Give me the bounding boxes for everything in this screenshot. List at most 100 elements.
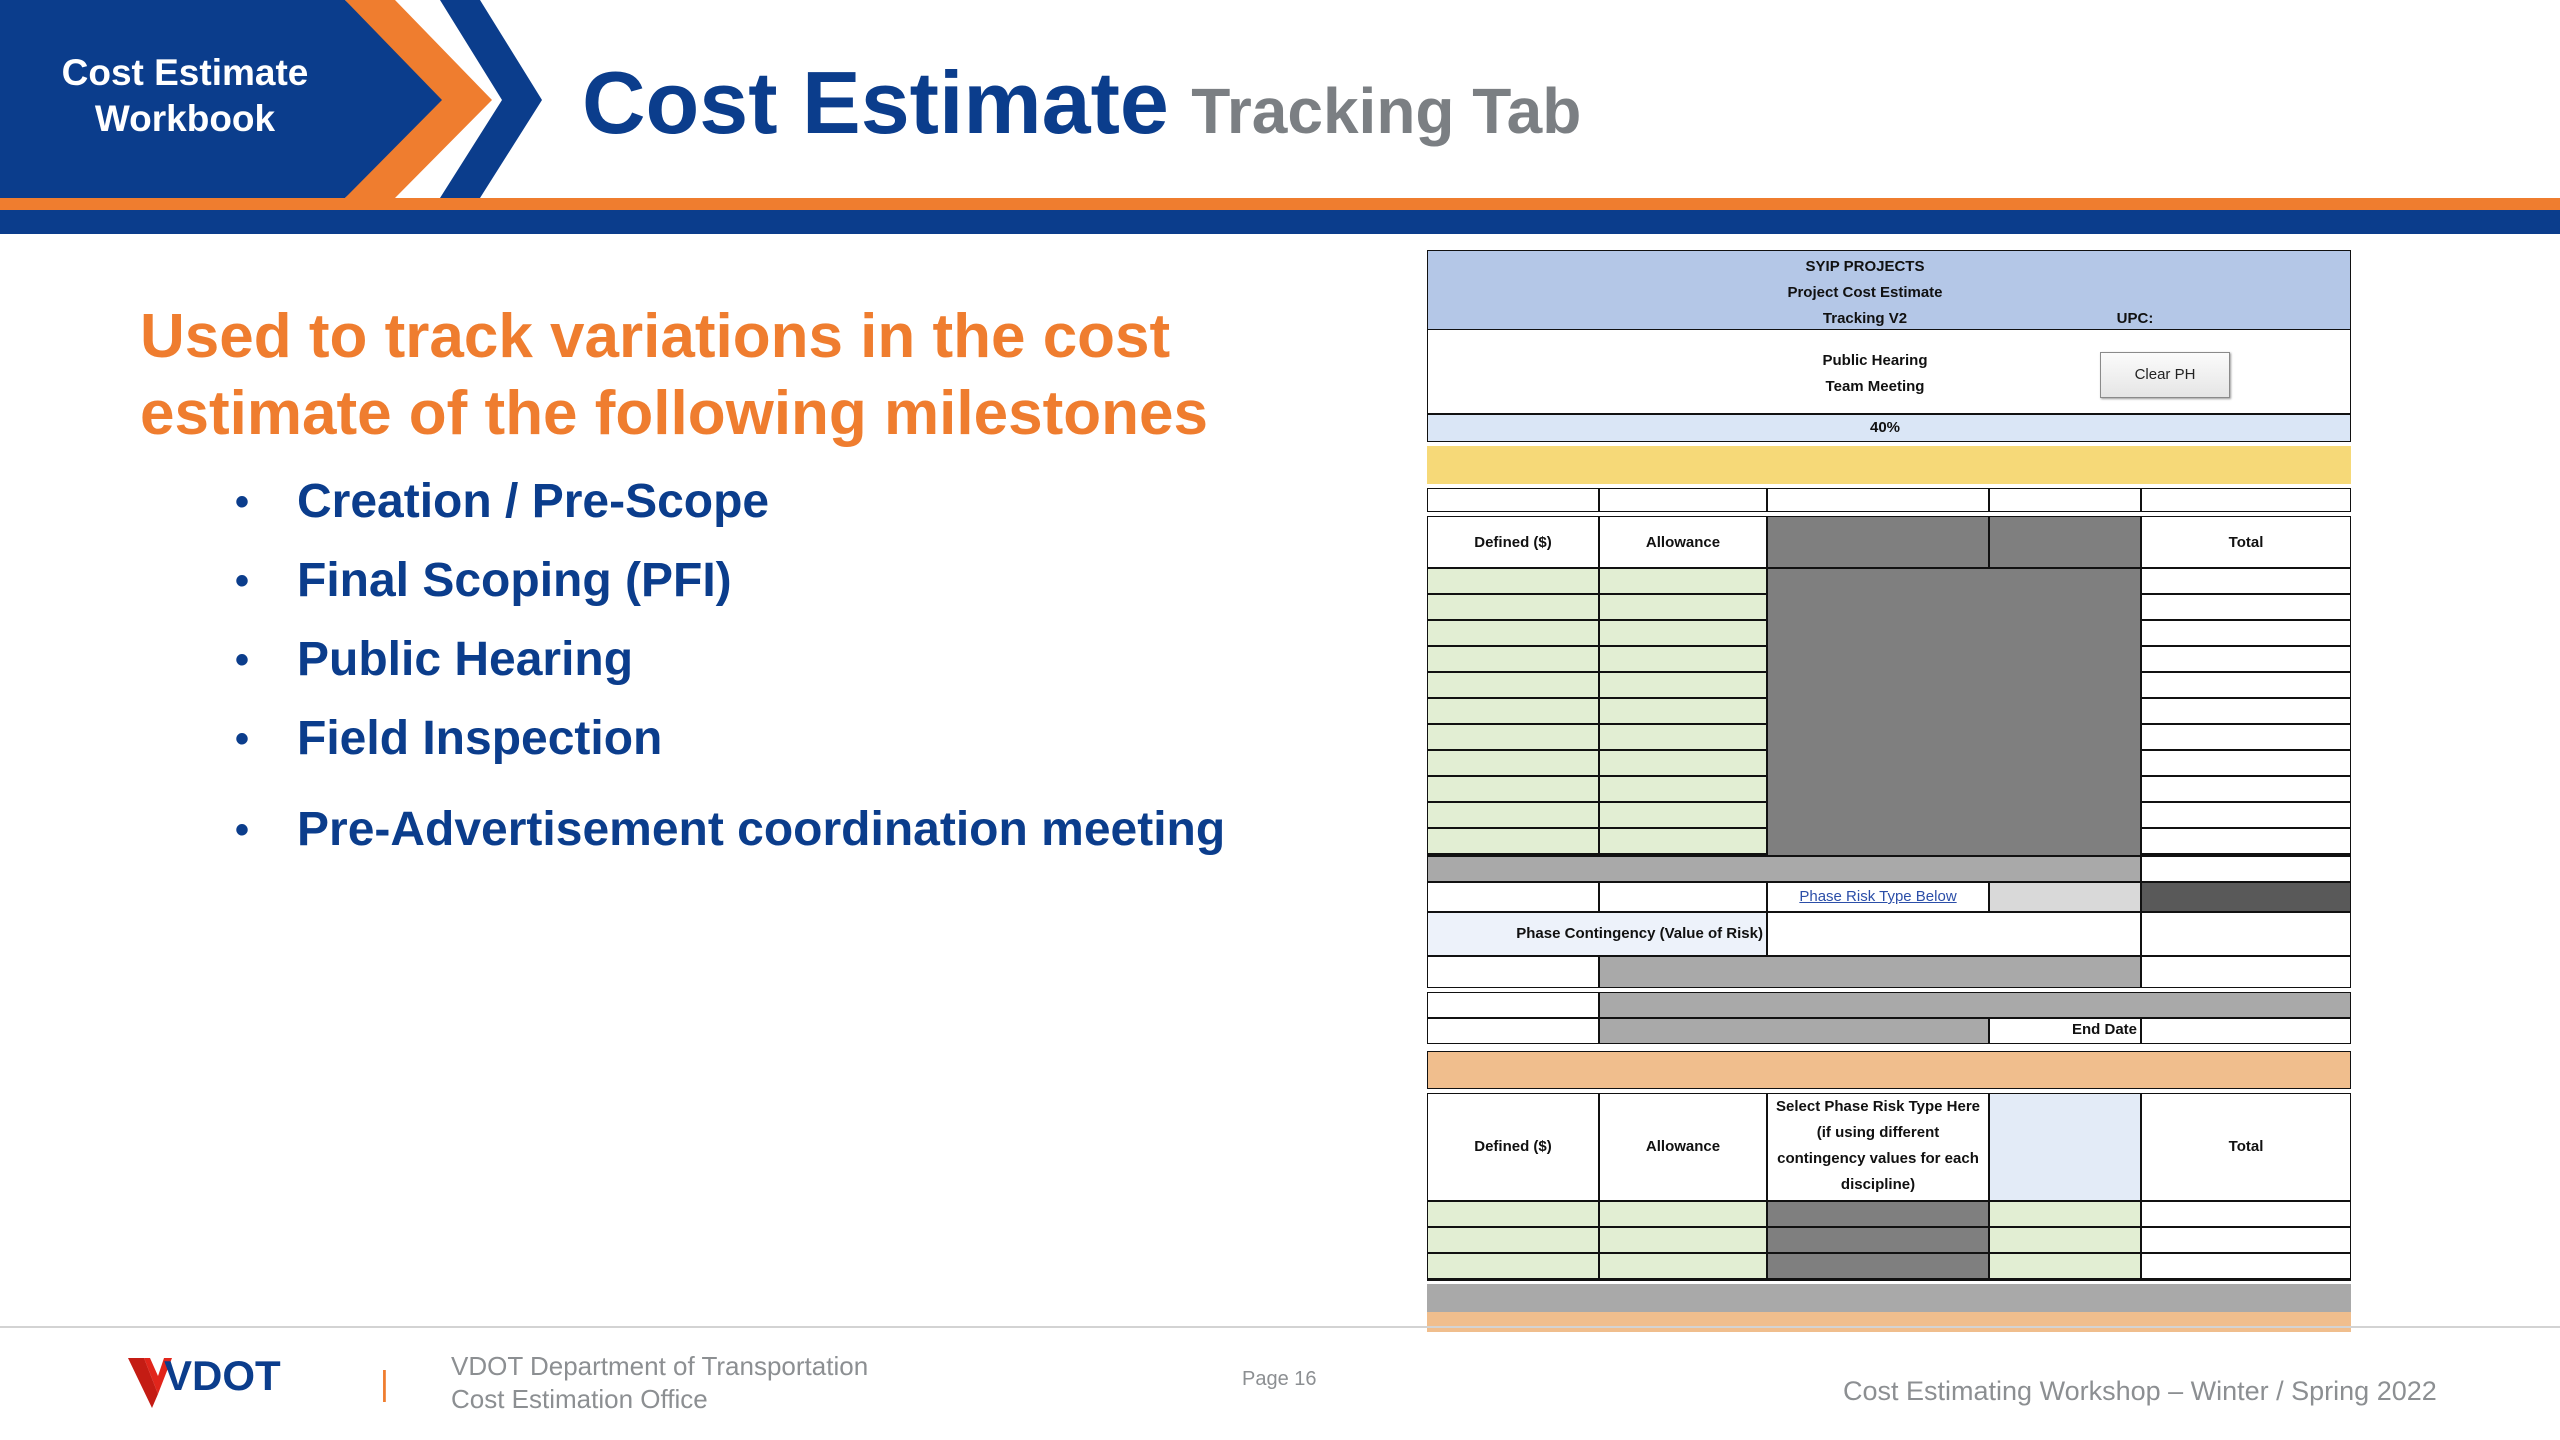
phase-contingency-label: Phase Contingency (Value of Risk) bbox=[1516, 925, 1763, 942]
col2-allowance-label: Allowance bbox=[1645, 1138, 1721, 1155]
select-risk-line-2: (if using different bbox=[1816, 1124, 1940, 1141]
milestone-item: • Creation / Pre-Scope bbox=[235, 470, 1225, 549]
sheet-header-line-2: Project Cost Estimate bbox=[1787, 284, 1943, 301]
risk-row-c bbox=[1989, 882, 2141, 912]
data-rows-allowance bbox=[1599, 568, 1767, 856]
risk-row-a bbox=[1427, 882, 1599, 912]
col-header-allowance bbox=[1599, 516, 1767, 568]
col2-header-select-value[interactable] bbox=[1989, 1093, 2141, 1201]
end-row-c bbox=[1427, 1018, 1599, 1044]
sheet-header-line-1: SYIP PROJECTS bbox=[1805, 258, 1925, 275]
workshop-label: Cost Estimating Workshop – Winter / Spri… bbox=[1843, 1376, 2437, 1406]
col-allowance-label: Allowance bbox=[1645, 534, 1721, 551]
dept-line-1: VDOT Department of Transportation bbox=[451, 1351, 869, 1381]
col2-header-allowance bbox=[1599, 1093, 1767, 1201]
milestone-item: • Public Hearing bbox=[235, 628, 1225, 707]
bullet-dot-icon: • bbox=[235, 808, 250, 852]
clear-ph-button[interactable]: Clear PH bbox=[2100, 352, 2230, 398]
upc-label: UPC: bbox=[2116, 310, 2154, 327]
milestone-item: • Final Scoping (PFI) bbox=[235, 549, 1225, 628]
bullet-dot-icon: • bbox=[235, 559, 250, 603]
select-risk-line-1: Select Phase Risk Type Here bbox=[1776, 1098, 1980, 1115]
col2-header-defined bbox=[1427, 1093, 1599, 1201]
tracking-tab-spreadsheet: SYIP PROJECTS Project Cost Estimate Trac… bbox=[1425, 248, 2353, 1333]
blank-row bbox=[1767, 488, 1989, 512]
milestone-row bbox=[1427, 330, 2351, 414]
end-date-label: End Date bbox=[2071, 1021, 2137, 1038]
col-header-defined bbox=[1427, 516, 1599, 568]
end-row-a bbox=[1427, 992, 1599, 1018]
milestone-label: Field Inspection bbox=[297, 712, 663, 765]
orange-band bbox=[1427, 1051, 2351, 1089]
phase-risk-link[interactable]: Phase Risk Type Below bbox=[1799, 888, 1957, 905]
yellow-band bbox=[1427, 446, 2351, 484]
chevron-navy bbox=[440, 0, 542, 198]
risk-row-d bbox=[2141, 882, 2351, 912]
data2-rows-gray bbox=[1767, 1201, 1989, 1281]
footer-department: VDOT Department of Transportation Cost E… bbox=[451, 1350, 868, 1416]
col2-header-total bbox=[2141, 1093, 2351, 1201]
percent-row bbox=[1427, 414, 2351, 442]
bullet-dot-icon: • bbox=[235, 638, 250, 682]
blank-row bbox=[1989, 488, 2141, 512]
data2-rows-defined bbox=[1427, 1201, 1599, 1281]
title-main: Cost Estimate bbox=[582, 53, 1169, 152]
col-defined-label: Defined ($) bbox=[1474, 534, 1552, 551]
milestone-line-2: Team Meeting bbox=[1825, 378, 1925, 395]
vdot-logo: VDOT bbox=[128, 1352, 281, 1408]
sheet-header bbox=[1427, 250, 2351, 330]
end-row-b bbox=[1599, 992, 2351, 1018]
gray-block bbox=[1767, 568, 2141, 856]
col-header-total bbox=[2141, 516, 2351, 568]
end-row-d bbox=[1599, 1018, 1989, 1044]
bottom-gray-band bbox=[1427, 1284, 2351, 1312]
milestone-label: Creation / Pre-Scope bbox=[297, 475, 770, 528]
chevron-orange bbox=[345, 0, 492, 198]
orange-rule bbox=[0, 198, 2560, 210]
contingency-total bbox=[2141, 912, 2351, 956]
gray-row-c bbox=[2141, 956, 2351, 988]
lead-statement: Used to track variations in the cost est… bbox=[140, 298, 1320, 452]
milestone-item: • Pre-Advertisement coordination meeting bbox=[235, 798, 1225, 877]
lead-line-2: estimate of the following milestones bbox=[140, 379, 1208, 448]
lead-line-1: Used to track variations in the cost bbox=[140, 302, 1171, 371]
title-sub: Tracking Tab bbox=[1191, 75, 1582, 147]
workbook-badge-shape bbox=[0, 0, 455, 198]
milestone-label: Pre-Advertisement coordination meeting bbox=[297, 803, 1226, 856]
gray-row-a bbox=[1427, 956, 1599, 988]
gray-row-b bbox=[1599, 956, 2141, 988]
badge-line-1: Cost Estimate bbox=[61, 52, 309, 93]
bottom-orange-band bbox=[1427, 1312, 2351, 1332]
footer-separator: | bbox=[380, 1365, 389, 1403]
milestone-label: Public Hearing bbox=[297, 633, 634, 686]
separator-total bbox=[2141, 856, 2351, 882]
data-rows-defined bbox=[1427, 568, 1599, 856]
header-band bbox=[0, 0, 2560, 240]
col2-total-label: Total bbox=[2228, 1138, 2264, 1155]
dept-line-2: Cost Estimation Office bbox=[451, 1384, 708, 1414]
col2-defined-label: Defined ($) bbox=[1474, 1138, 1552, 1155]
risk-row-link-cell bbox=[1767, 882, 1989, 912]
select-risk-line-4: discipline) bbox=[1840, 1176, 1916, 1193]
footer-divider bbox=[0, 1326, 2560, 1328]
workbook-badge: Cost Estimate Workbook bbox=[30, 50, 340, 142]
milestone-item: • Field Inspection bbox=[235, 707, 1225, 786]
blank-row bbox=[1599, 488, 1767, 512]
milestone-line-1: Public Hearing bbox=[1822, 352, 1928, 369]
vdot-logo-text: VDOT bbox=[164, 1352, 281, 1399]
bullet-dot-icon: • bbox=[235, 717, 250, 761]
milestone-list: • Creation / Pre-Scope • Final Scoping (PF… bbox=[235, 470, 1225, 877]
bullet-dot-icon: • bbox=[235, 480, 250, 524]
separator-row bbox=[1427, 856, 2141, 882]
data-rows-total bbox=[2141, 568, 2351, 856]
sheet-header-line-3: Tracking V2 bbox=[1822, 310, 1908, 327]
risk-row-b bbox=[1599, 882, 1767, 912]
blank-row bbox=[1427, 488, 1599, 512]
percent-value: 40% bbox=[1869, 419, 1901, 436]
data2-rows-green bbox=[1989, 1201, 2141, 1281]
blank-row bbox=[2141, 488, 2351, 512]
end-date-value bbox=[2141, 1018, 2351, 1044]
data2-rows-allowance bbox=[1599, 1201, 1767, 1281]
end-date-cell bbox=[1989, 1018, 2141, 1044]
col-header-gray-b bbox=[1989, 516, 2141, 568]
